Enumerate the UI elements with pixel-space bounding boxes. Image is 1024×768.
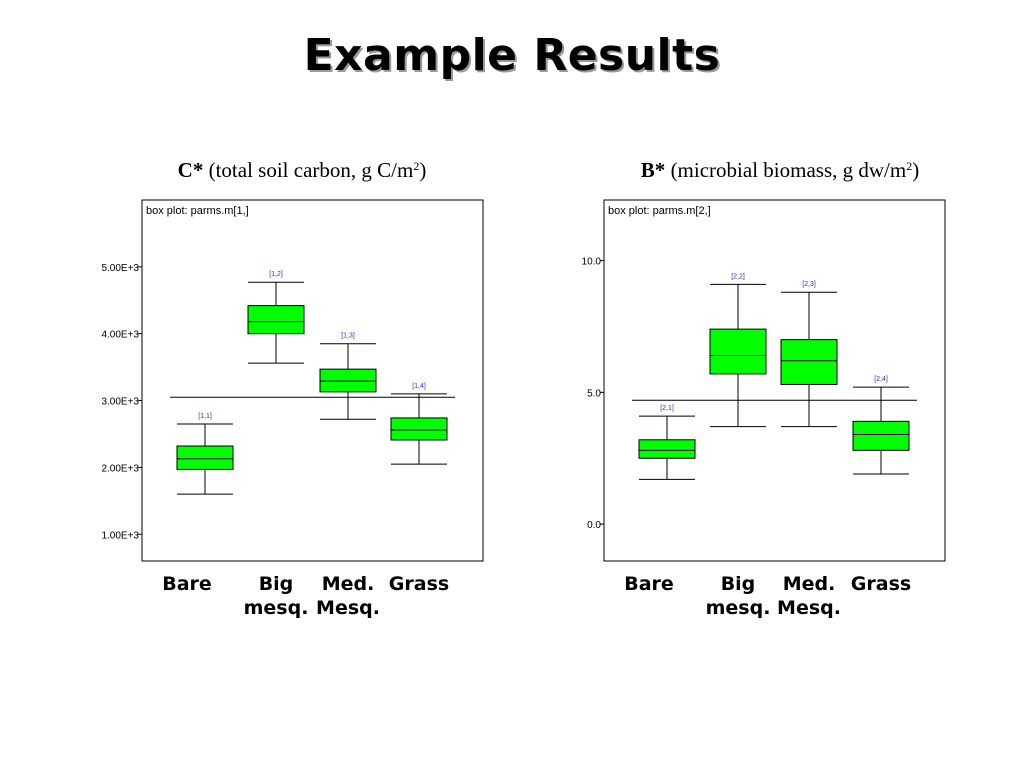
box-2: [1,2] [247, 271, 305, 364]
category-label: Bare [162, 573, 212, 595]
y-tick-label: 3.00E+3 [101, 397, 139, 408]
box-4: [1,4] [390, 383, 448, 465]
category-label: Grass [851, 573, 911, 595]
y-tick-label: 0.0 [587, 520, 601, 531]
category-label: Med. [322, 573, 375, 595]
y-tick-label: 5.0 [587, 388, 601, 399]
heading-description: (microbial biomass, g dw/m [665, 158, 907, 182]
box-body [709, 328, 767, 375]
heading-superscript: 2 [413, 159, 420, 173]
box-label: [1,3] [341, 333, 355, 340]
box-4: [2,4] [852, 376, 910, 475]
box-body [176, 445, 234, 470]
box-label: [1,4] [412, 383, 426, 390]
box-body [319, 368, 377, 393]
box-1: [2,1] [638, 405, 696, 480]
category-label: Bare [624, 573, 674, 595]
y-tick-label: 10.0 [582, 257, 602, 268]
y-tick-label: 2.00E+3 [101, 463, 139, 474]
y-tick-label: 1.00E+3 [101, 530, 139, 541]
box-3: [1,3] [319, 333, 377, 420]
category-label: Big [721, 573, 756, 595]
box-3: [2,3] [780, 281, 838, 428]
category-label: mesq. [706, 597, 771, 619]
boxplot-chart-1: box plot: parms.m[1,] 1.00E+3 2.00E+3 3.00E… [101, 199, 484, 619]
heading-symbol: C* [177, 158, 204, 182]
box-1: [1,1] [176, 413, 234, 495]
box-body [638, 439, 696, 459]
box-body [780, 339, 838, 385]
chart-heading-carbon: C* (total soil carbon, g C/m2) [132, 158, 472, 183]
heading-description: (total soil carbon, g C/m [203, 158, 414, 182]
slide-title: Example Results [303, 30, 721, 81]
box-label: [1,1] [198, 413, 212, 420]
category-label: Mesq. [316, 597, 380, 619]
y-tick-label: 5.00E+3 [101, 263, 139, 274]
plot-frame [603, 199, 946, 562]
category-label: mesq. [244, 597, 309, 619]
plot-title: box plot: parms.m[2,] [608, 205, 711, 217]
y-tick-label: 4.00E+3 [101, 330, 139, 341]
box-2: [2,2] [709, 273, 767, 428]
plot-frame [141, 199, 484, 562]
plot-title: box plot: parms.m[1,] [146, 205, 249, 217]
heading-suffix: ) [912, 158, 920, 182]
heading-symbol: B* [640, 158, 666, 182]
box-body [390, 417, 448, 441]
boxplot-chart-2: box plot: parms.m[2,] 0.0 5.0 10.0 [2,1] [2,2… [582, 199, 946, 619]
heading-superscript: 2 [906, 159, 913, 173]
chart-heading-biomass: B* (microbial biomass, g dw/m2) [590, 158, 970, 183]
box-label: [2,2] [731, 273, 745, 280]
box-body [852, 420, 910, 451]
box-label: [2,3] [802, 281, 816, 288]
box-body [247, 305, 305, 335]
heading-suffix: ) [419, 158, 427, 182]
category-label: Grass [389, 573, 449, 595]
box-label: [2,1] [660, 405, 674, 412]
box-label: [1,2] [269, 271, 283, 278]
category-label: Med. [783, 573, 836, 595]
category-label: Mesq. [777, 597, 841, 619]
box-label: [2,4] [874, 376, 888, 383]
category-label: Big [259, 573, 294, 595]
